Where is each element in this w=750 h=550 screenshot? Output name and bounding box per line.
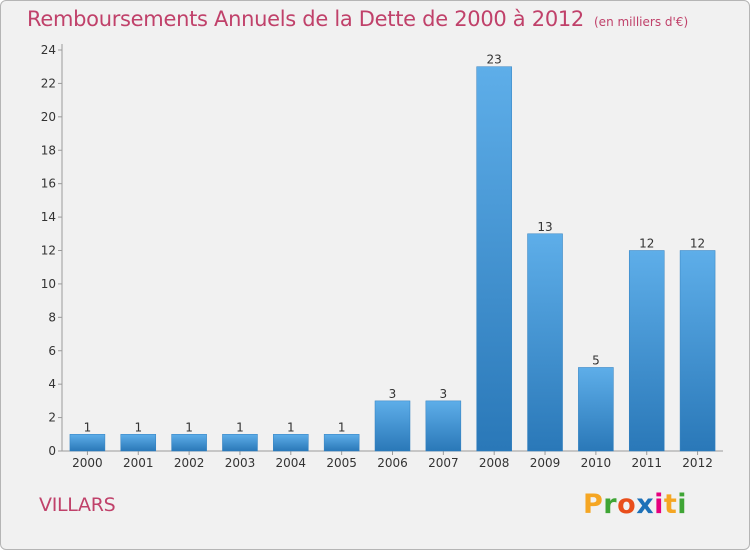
x-tick-label: 2002 bbox=[174, 456, 205, 470]
data-label: 1 bbox=[134, 420, 142, 434]
chart-bars bbox=[69, 66, 716, 452]
data-label: 3 bbox=[389, 387, 397, 401]
y-tick-label: 0 bbox=[48, 444, 56, 458]
x-tick-label: 2008 bbox=[479, 456, 510, 470]
y-tick-label: 2 bbox=[48, 411, 56, 425]
bar-2000 bbox=[69, 434, 106, 452]
y-tick-label: 24 bbox=[41, 43, 56, 57]
bar-2002 bbox=[171, 434, 207, 452]
data-label: 1 bbox=[287, 420, 295, 434]
logo-letter: x bbox=[636, 489, 655, 520]
logo-letter: i bbox=[654, 489, 664, 520]
bar-2009 bbox=[527, 233, 563, 452]
y-tick-label: 22 bbox=[41, 76, 56, 90]
bar-2003 bbox=[222, 434, 258, 452]
logo-letter: o bbox=[617, 489, 637, 520]
logo-letter: i bbox=[677, 489, 688, 520]
logo-letter: P bbox=[583, 489, 604, 520]
x-tick-label: 2003 bbox=[225, 456, 256, 470]
bar-2007 bbox=[425, 400, 462, 452]
x-tick-label: 2011 bbox=[631, 456, 662, 470]
data-label: 23 bbox=[487, 53, 502, 67]
data-label: 12 bbox=[690, 237, 705, 251]
chart-labels: 2000 1 2001 1 2002 1 2003 1 2004 1 2005 1 2006 3 2007 3… bbox=[72, 53, 713, 470]
bar-2001 bbox=[120, 434, 157, 452]
x-tick-label: 2001 bbox=[123, 456, 154, 470]
bar-2004 bbox=[273, 434, 309, 452]
x-tick-label: 2004 bbox=[276, 456, 307, 470]
bar-2010 bbox=[578, 367, 614, 452]
bar-2005 bbox=[323, 434, 360, 452]
y-tick-label: 6 bbox=[48, 344, 56, 358]
logo-letter: r bbox=[603, 489, 618, 520]
bar-2006 bbox=[374, 400, 411, 452]
town-name: VILLARS bbox=[39, 494, 116, 516]
data-label: 3 bbox=[440, 387, 448, 401]
x-tick-label: 2000 bbox=[72, 456, 103, 470]
x-tick-label: 2009 bbox=[530, 456, 561, 470]
chart-title-text: Remboursements Annuels de la Dette de 20… bbox=[27, 7, 584, 31]
chart-subtitle: (en milliers d'€) bbox=[594, 15, 689, 29]
data-label: 13 bbox=[537, 220, 552, 234]
y-tick-label: 8 bbox=[48, 310, 56, 324]
data-label: 1 bbox=[236, 420, 244, 434]
data-label: 5 bbox=[592, 353, 600, 367]
chart-title: Remboursements Annuels de la Dette de 20… bbox=[27, 7, 688, 31]
x-tick-label: 2006 bbox=[377, 456, 408, 470]
y-tick-label: 10 bbox=[41, 277, 56, 291]
y-tick-label: 20 bbox=[41, 110, 56, 124]
data-label: 1 bbox=[338, 420, 346, 434]
data-label: 1 bbox=[185, 420, 193, 434]
bar-2012 bbox=[679, 250, 716, 452]
y-tick-label: 18 bbox=[41, 143, 56, 157]
x-tick-label: 2010 bbox=[581, 456, 612, 470]
y-tick-label: 14 bbox=[41, 210, 56, 224]
x-tick-label: 2005 bbox=[326, 456, 357, 470]
proxiti-logo[interactable]: Proxiti bbox=[583, 489, 687, 520]
bar-2008 bbox=[476, 66, 512, 452]
data-label: 1 bbox=[84, 420, 92, 434]
data-label: 12 bbox=[639, 237, 654, 251]
y-tick-label: 12 bbox=[41, 244, 56, 258]
logo-letter: t bbox=[663, 489, 678, 520]
x-tick-label: 2007 bbox=[428, 456, 459, 470]
y-tick-label: 16 bbox=[41, 177, 56, 191]
bar-2011 bbox=[628, 250, 665, 452]
y-tick-label: 4 bbox=[48, 377, 56, 391]
x-tick-label: 2012 bbox=[682, 456, 713, 470]
